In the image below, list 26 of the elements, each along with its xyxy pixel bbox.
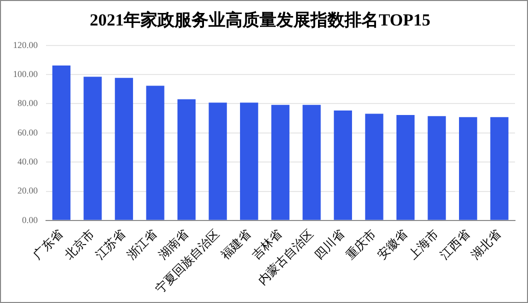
bar	[490, 117, 508, 220]
bar	[177, 99, 196, 220]
bar	[208, 102, 227, 220]
bar	[428, 116, 446, 220]
bar	[334, 110, 352, 220]
bar	[52, 66, 70, 220]
bar	[302, 104, 321, 220]
x-tick-label: 安徽省	[374, 226, 410, 262]
y-tick-label: 60.00	[18, 127, 38, 138]
y-tick-label: 80.00	[18, 98, 38, 108]
bar	[146, 86, 164, 220]
bar	[240, 102, 258, 220]
bar	[459, 117, 478, 220]
bar	[114, 78, 134, 220]
bar	[365, 114, 384, 220]
bar	[84, 76, 102, 220]
y-tick-label: 120.00	[13, 40, 38, 50]
bar	[396, 114, 415, 220]
chart-title: 2021年家政服务业高质量发展指数排名TOP15	[90, 10, 430, 30]
y-tick-label: 0.00	[22, 214, 38, 225]
y-tick-label: 40.00	[18, 156, 38, 166]
y-tick-label: 100.00	[13, 68, 38, 79]
y-tick-label: 20.00	[18, 186, 38, 196]
x-tick-label: 广东省	[30, 226, 66, 262]
x-tick-label: 福建省	[218, 226, 254, 262]
bar	[271, 104, 290, 220]
